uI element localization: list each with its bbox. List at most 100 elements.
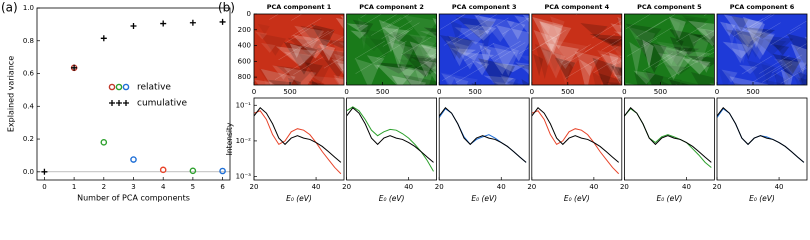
image-facet	[514, 64, 530, 71]
image-facet	[773, 44, 790, 56]
image-facet	[780, 53, 793, 85]
plot-area	[717, 107, 805, 163]
image-facet	[532, 16, 564, 53]
page: (a) 0 1 2 3 4 5 6 0.0 0.2 0.4 0.6 0.8 1.0 relative cumu…	[1, 0, 808, 203]
axes-frame	[253, 97, 345, 181]
x-tick-label: 0	[42, 183, 46, 191]
image-facet	[614, 65, 622, 80]
image-streak	[733, 18, 764, 37]
x-tick-label: 0	[530, 88, 534, 96]
image-facet	[693, 34, 715, 47]
axes-frame	[36, 7, 231, 181]
image-facet	[432, 18, 437, 27]
y-tick-label: 10⁻²	[236, 137, 252, 145]
image-facet	[804, 83, 807, 85]
image-facet	[478, 29, 491, 55]
image-facet	[366, 55, 385, 70]
image-facet	[533, 30, 558, 67]
image-facet	[496, 25, 530, 62]
image-facet	[408, 34, 437, 52]
image-streak	[298, 30, 329, 50]
x-axis-label: E₀ (eV)	[749, 194, 775, 203]
plot-area	[254, 107, 342, 175]
image-facet	[736, 32, 757, 57]
image-facet	[283, 51, 313, 67]
image-streak	[357, 14, 382, 29]
spectrum-line	[439, 107, 527, 163]
image-facet	[272, 65, 291, 80]
image-facet	[704, 29, 715, 45]
image-facet	[797, 71, 807, 85]
image-facet	[725, 22, 737, 47]
image-base	[624, 14, 715, 85]
image-facet	[478, 15, 515, 43]
image-facet	[592, 57, 615, 85]
image-base	[439, 14, 530, 85]
image-streak	[789, 20, 807, 32]
image-streak	[291, 18, 322, 37]
image-facet	[463, 24, 497, 41]
image-facet	[539, 20, 563, 56]
image-facet	[635, 38, 667, 73]
image-facet	[601, 53, 622, 85]
image-facet	[521, 79, 530, 85]
image-facet	[258, 68, 290, 85]
figure: (a) 0 1 2 3 4 5 6 0.0 0.2 0.4 0.6 0.8 1.0 relative cumu…	[1, 1, 808, 203]
y-tick-label: 1.0	[23, 4, 34, 12]
image-streak	[502, 17, 530, 35]
image-streak	[385, 14, 410, 29]
x-tick-label: 5	[191, 183, 195, 191]
image-facet	[409, 66, 437, 77]
image-facet	[711, 44, 715, 48]
image-streak	[495, 42, 526, 61]
x-tick-label: 20	[435, 183, 444, 191]
image-facet	[633, 70, 656, 85]
image-facet	[350, 30, 367, 39]
image-streak	[625, 14, 652, 29]
image-facet	[746, 60, 775, 85]
image-base	[531, 14, 622, 85]
image-facet	[545, 49, 562, 73]
image-facet	[549, 16, 565, 39]
image-facet	[675, 83, 679, 85]
image-facet	[417, 60, 437, 71]
image-facet	[474, 14, 497, 35]
image-streak	[474, 14, 498, 29]
image-streak	[401, 36, 432, 56]
image-streak	[455, 64, 487, 83]
relative-point	[100, 139, 108, 146]
image-facet	[423, 27, 437, 36]
image-streak	[692, 30, 715, 44]
image-facet	[658, 53, 693, 76]
image-facet	[254, 31, 268, 40]
image-facet	[440, 72, 478, 85]
spectrum-line	[346, 107, 434, 163]
image-streak	[536, 29, 567, 49]
image-facet	[429, 70, 437, 84]
panel-label: (b)	[218, 1, 235, 15]
image-facet	[327, 31, 344, 60]
image-facet	[479, 44, 491, 69]
image-facet	[608, 52, 619, 70]
x-tick-label: 40	[312, 183, 321, 191]
cumulative-point	[160, 20, 167, 27]
x-tick-label: 20	[620, 183, 629, 191]
y-tick-label: 600	[238, 57, 251, 65]
image-streak	[355, 55, 386, 74]
image-streak	[382, 28, 414, 47]
image-facet	[610, 23, 622, 38]
image-facet	[676, 50, 711, 64]
image-facet	[506, 80, 527, 85]
image-title: PCA component 5	[637, 3, 702, 11]
image-streak	[749, 14, 772, 28]
image-streak	[560, 44, 591, 63]
image-facet	[624, 82, 638, 85]
image-facet	[446, 35, 476, 56]
image-facet	[668, 16, 686, 39]
image-facet	[432, 33, 437, 38]
image-facet	[391, 31, 423, 62]
image-facet	[527, 60, 530, 64]
cumulative-point	[41, 168, 48, 175]
image	[624, 14, 715, 85]
image-facet	[606, 41, 622, 54]
